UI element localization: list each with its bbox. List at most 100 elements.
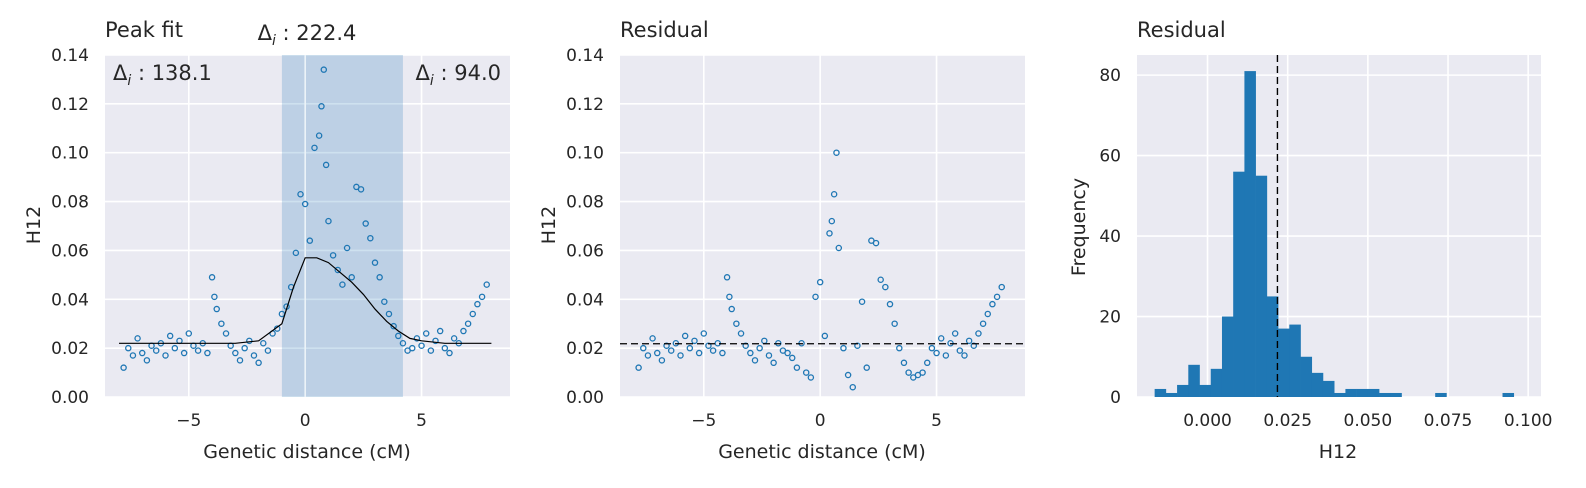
data-point xyxy=(208,274,216,281)
y-tick-label: 80 xyxy=(1099,66,1121,86)
data-point xyxy=(919,369,926,376)
histogram-bar xyxy=(1502,392,1515,397)
delta-value: : 94.0 xyxy=(434,61,501,85)
delta-value: : 138.1 xyxy=(131,61,212,85)
data-point xyxy=(250,352,258,359)
data-point xyxy=(292,249,300,257)
histogram-bar xyxy=(1300,356,1313,397)
y-tick-label: 60 xyxy=(1099,147,1121,167)
data-point xyxy=(788,354,796,362)
data-point xyxy=(835,244,843,252)
histogram-bars xyxy=(1154,71,1515,397)
histogram-bar xyxy=(1165,392,1178,397)
data-point xyxy=(318,103,325,110)
x-tick-label: 0.075 xyxy=(1424,411,1473,431)
data-point xyxy=(320,66,328,73)
data-points xyxy=(635,149,1005,391)
histogram-bar xyxy=(1244,71,1256,397)
histogram-bar xyxy=(1345,388,1357,397)
data-point xyxy=(951,330,959,337)
data-point xyxy=(348,274,355,281)
data-point xyxy=(756,344,763,352)
data-point xyxy=(357,186,365,193)
data-point xyxy=(297,190,304,198)
histogram-bar xyxy=(1154,388,1167,397)
data-point xyxy=(246,337,253,345)
data-point xyxy=(975,330,982,337)
data-point xyxy=(933,349,940,357)
data-point xyxy=(635,364,642,371)
histogram-bar xyxy=(1289,324,1301,397)
data-point xyxy=(858,298,866,305)
data-point xyxy=(700,330,708,337)
plot-area: −5 0 5 0.00 0.02 0.04 0.06 0.08 0.10 0.12 0.14 Δi :… xyxy=(51,21,510,431)
data-point xyxy=(726,293,733,301)
data-point xyxy=(765,352,773,359)
data-point xyxy=(705,342,712,349)
data-point xyxy=(961,352,968,359)
data-point xyxy=(751,357,759,364)
data-point xyxy=(989,300,996,308)
x-tick-label: 0.000 xyxy=(1183,411,1232,431)
data-point xyxy=(793,364,801,371)
histogram-bar xyxy=(1266,296,1279,397)
delta-annotation: Δi : 222.4 xyxy=(258,21,357,49)
panel-title: Residual xyxy=(620,18,709,42)
histogram-bar xyxy=(1233,171,1245,397)
data-point xyxy=(942,352,950,359)
data-point xyxy=(872,239,880,247)
data-point xyxy=(241,344,248,352)
data-point xyxy=(162,352,169,359)
data-point xyxy=(427,347,435,354)
data-point xyxy=(260,340,267,347)
data-point xyxy=(408,344,416,352)
data-point xyxy=(998,283,1005,291)
x-tick-label: 0 xyxy=(300,411,311,431)
grid xyxy=(620,54,1025,398)
data-point xyxy=(677,352,684,359)
plot-background xyxy=(1137,55,1541,397)
data-point xyxy=(653,349,661,357)
y-tick-label: 0.00 xyxy=(51,388,89,408)
histogram-bar xyxy=(1188,364,1200,397)
data-point xyxy=(663,342,670,349)
data-point xyxy=(854,342,861,349)
data-point xyxy=(891,320,898,327)
data-point xyxy=(385,310,393,318)
data-point xyxy=(236,357,244,364)
fit-curve xyxy=(119,257,492,344)
data-point xyxy=(152,347,160,354)
y-tick-label: 0.14 xyxy=(566,46,604,66)
data-point xyxy=(686,344,694,352)
data-point xyxy=(460,327,467,335)
data-point xyxy=(218,320,225,327)
data-point xyxy=(821,332,829,340)
data-point xyxy=(474,300,481,308)
plot-area: 0.000 0.025 0.050 0.075 0.100 0 20 40 60 80 xyxy=(1099,55,1553,431)
y-tick-label: 0.12 xyxy=(566,95,604,115)
histogram-bar xyxy=(1334,392,1346,397)
data-point xyxy=(737,330,745,337)
y-axis-label: H12 xyxy=(23,206,45,244)
histogram-bar xyxy=(1278,328,1290,397)
data-point xyxy=(828,217,836,225)
data-point xyxy=(830,190,838,198)
histogram-bar xyxy=(1379,392,1391,397)
histogram-bar xyxy=(1367,388,1380,397)
y-tick-label: 40 xyxy=(1099,227,1121,247)
data-point xyxy=(826,230,833,237)
delta-annotation: Δi : 138.1 xyxy=(113,61,212,89)
data-point xyxy=(129,352,137,359)
data-point xyxy=(255,359,262,367)
histogram-bar xyxy=(1311,372,1324,397)
plot-background xyxy=(620,55,1025,397)
data-point xyxy=(649,335,656,342)
data-point xyxy=(728,305,735,313)
delta-value: : 222.4 xyxy=(276,21,357,45)
y-tick-label: 0.04 xyxy=(566,290,604,310)
data-point xyxy=(232,349,239,357)
data-point xyxy=(432,337,439,345)
data-point xyxy=(840,344,847,352)
data-point xyxy=(900,359,908,367)
data-point xyxy=(877,276,884,283)
